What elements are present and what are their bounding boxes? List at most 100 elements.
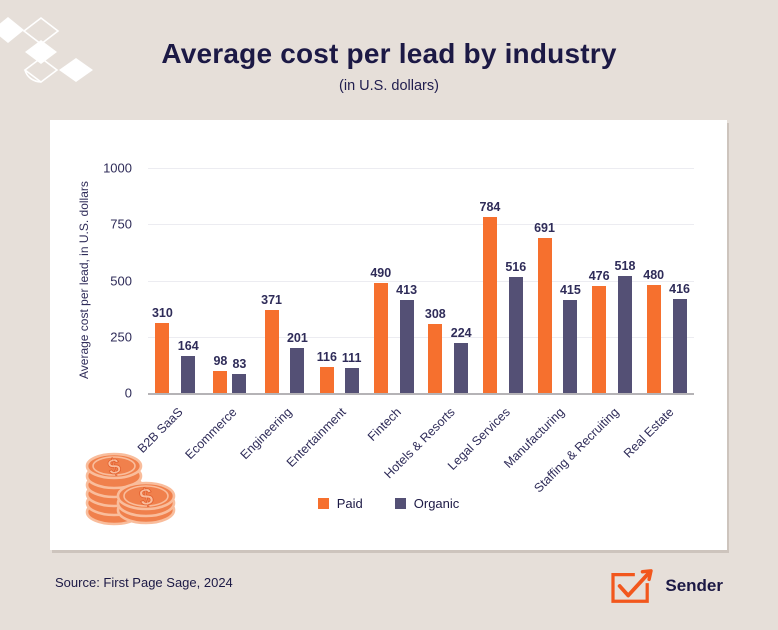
bar-value-label: 111 — [341, 351, 362, 366]
bar-column: 413 — [396, 283, 417, 393]
bar-group: 98 83 Ecommerce — [183, 168, 258, 462]
organic-bar — [232, 374, 247, 393]
bar-column: 480 — [643, 268, 664, 393]
gridline — [148, 224, 694, 226]
y-tick-label: 0 — [124, 385, 132, 401]
bar-column: 111 — [342, 351, 361, 393]
coins-icon: $ $ — [85, 452, 176, 526]
y-axis-title: Average cost per lead, in U.S. dollars — [77, 181, 91, 380]
organic-bar — [344, 368, 359, 393]
organic-bar — [454, 342, 469, 393]
bar-group: 480 416 Real Estate — [621, 168, 694, 461]
bar-column: 490 — [370, 266, 391, 393]
bar-column: 164 — [178, 339, 199, 393]
y-tick-label: 250 — [110, 329, 132, 345]
brand-logo: Sender — [609, 567, 723, 605]
bar-value-label: 201 — [286, 330, 308, 345]
bar-value-label: 116 — [316, 349, 337, 364]
bar-column: 98 — [213, 353, 228, 393]
bar-value-label: 516 — [505, 259, 527, 274]
bar-column: 308 — [425, 307, 446, 393]
y-tick-label: 1000 — [103, 160, 132, 176]
organic-bar — [290, 347, 305, 393]
bar-value-label: 476 — [588, 268, 610, 283]
bar-value-label: 371 — [261, 292, 282, 307]
legend-swatch — [394, 498, 406, 509]
paid-bar — [482, 216, 497, 393]
bar-column: 116 — [317, 350, 337, 393]
bar-column: 83 — [232, 357, 247, 393]
bar-value-label: 224 — [450, 325, 472, 340]
paid-bar — [373, 282, 388, 393]
legend-swatch — [317, 498, 329, 509]
paid-bar — [428, 323, 443, 393]
bar-group: 116 111 Entertainment — [284, 168, 367, 470]
organic-bar — [399, 300, 414, 393]
paid-bar — [592, 285, 607, 393]
x-axis-label: Fintech — [364, 405, 404, 444]
legend-label: Organic — [413, 496, 460, 511]
paid-bar — [646, 285, 661, 393]
page-subtitle: (in U.S. dollars) — [339, 78, 439, 94]
bar-value-label: 164 — [177, 339, 199, 354]
bar-value-label: 308 — [424, 306, 446, 321]
y-tick-label: 500 — [110, 273, 132, 288]
bar-value-label: 98 — [213, 353, 228, 368]
organic-bar — [672, 299, 687, 393]
bar-value-label: 83 — [232, 357, 247, 372]
bar-value-label: 416 — [669, 282, 690, 297]
bar-value-label: 415 — [559, 282, 581, 297]
paid-bar — [264, 309, 279, 393]
chart-card: Average cost per lead, in U.S. dollars 0… — [50, 120, 727, 550]
bar-value-label: 490 — [370, 265, 392, 280]
paid-bar — [155, 323, 170, 393]
legend-item: Organic — [394, 496, 460, 511]
gridline — [148, 280, 694, 282]
paid-bar — [537, 237, 552, 393]
bar-value-label: 413 — [396, 283, 418, 298]
bar-value-label: 691 — [534, 220, 555, 235]
legend-item: Paid — [317, 496, 363, 511]
bar-column: 416 — [669, 282, 690, 393]
bar-value-label: 784 — [479, 199, 501, 214]
x-axis-label: Ecommerce — [182, 405, 240, 463]
bar-column: 415 — [560, 283, 581, 393]
organic-bar — [563, 299, 578, 393]
bar-value-label: 480 — [643, 268, 665, 282]
bar-column: 691 — [534, 221, 555, 393]
bar-group: 308 224 Hotels & Resorts — [382, 168, 476, 482]
organic-bar — [508, 276, 523, 393]
x-axis-label: Real Estate — [620, 405, 677, 461]
bar-column: 371 — [261, 293, 282, 393]
bar-column: 224 — [451, 326, 472, 393]
brand-name: Sender — [665, 576, 723, 595]
plot-area: 0 250 500 750 1000 310 164 B2B SaaS 98 83 Ecommerc… — [103, 161, 694, 496]
bar-groups: 310 164 B2B SaaS 98 83 Ecommerce 371 201 Enginee… — [135, 168, 694, 496]
bar-group: 490 413 Fintech — [365, 168, 421, 444]
bar-value-label: 518 — [614, 259, 636, 274]
bar-value-label: 310 — [151, 306, 173, 321]
gridline — [148, 168, 694, 169]
chart-header: Average cost per lead by industry (in U.… — [0, 38, 778, 94]
gridline — [148, 336, 694, 338]
bar-group: 310 164 B2B SaaS — [135, 168, 203, 455]
legend-label: Paid — [336, 496, 363, 511]
sender-logo-icon — [611, 569, 654, 603]
paid-bar — [213, 370, 228, 393]
bar-column: 476 — [589, 269, 610, 393]
bar-group: 371 201 Engineering — [237, 168, 312, 463]
chart-legend: Paid Organic — [50, 496, 727, 511]
organic-bar — [617, 276, 632, 393]
bar-column: 516 — [505, 260, 526, 393]
bar-column: 201 — [287, 331, 308, 393]
source-note: Source: First Page Sage, 2024 — [55, 575, 233, 590]
paid-bar — [319, 366, 334, 393]
bar-column: 784 — [479, 199, 501, 393]
bar-group: 784 516 Legal Services — [445, 168, 531, 473]
y-tick-label: 750 — [110, 216, 132, 232]
bar-group: 691 415 Manufacturing — [501, 168, 585, 471]
page-title: Average cost per lead by industry — [161, 38, 617, 69]
diamond-pattern-decoration — [0, 16, 93, 83]
bar-column: 518 — [614, 259, 636, 393]
x-axis-label: Engineering — [237, 405, 295, 463]
